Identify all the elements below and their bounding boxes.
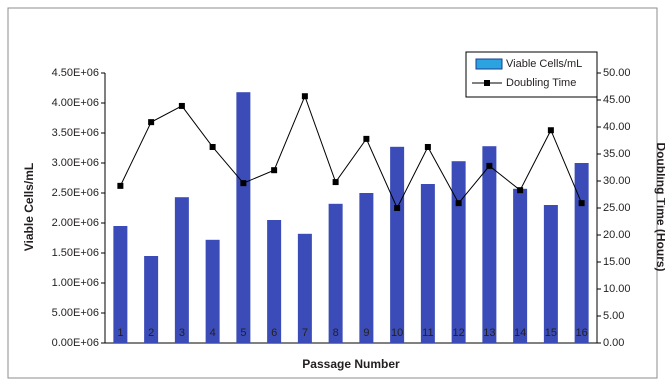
y2-tick-label: 25.00 xyxy=(603,202,631,214)
y2-tick-label: 45.00 xyxy=(603,94,631,106)
y-axis-title: Viable Cells/mL xyxy=(22,163,36,251)
legend-label: Doubling Time xyxy=(506,77,576,89)
line-marker xyxy=(486,162,493,169)
y-tick-label: 1.00E+06 xyxy=(52,277,99,289)
y2-tick-label: 35.00 xyxy=(603,148,631,160)
x-tick-label: 14 xyxy=(514,327,526,339)
y2-tick-label: 15.00 xyxy=(603,256,631,268)
bar xyxy=(420,184,435,343)
line-marker xyxy=(547,127,554,134)
bar xyxy=(359,193,374,343)
line-marker xyxy=(363,135,370,142)
x-tick-label: 16 xyxy=(576,327,588,339)
y-tick-label: 2.50E+06 xyxy=(52,187,99,199)
y-tick-label: 1.50E+06 xyxy=(52,247,99,259)
y2-tick-label: 50.00 xyxy=(603,67,631,79)
y2-tick-label: 10.00 xyxy=(603,283,631,295)
line-marker xyxy=(117,182,124,189)
bar xyxy=(574,163,589,343)
bar xyxy=(297,233,312,343)
x-tick-label: 5 xyxy=(240,327,246,339)
legend-marker xyxy=(484,80,490,86)
x-axis-title: Passage Number xyxy=(302,357,400,371)
line-marker xyxy=(271,167,278,174)
x-tick-label: 12 xyxy=(453,327,465,339)
bar xyxy=(205,239,220,343)
bar xyxy=(390,146,405,343)
x-tick-label: 6 xyxy=(271,327,277,339)
x-tick-label: 15 xyxy=(545,327,557,339)
line-marker xyxy=(240,180,247,187)
y-tick-label: 0.00E+06 xyxy=(52,337,99,349)
line xyxy=(119,94,583,210)
y2-tick-label: 0.00 xyxy=(603,337,624,349)
y2-axis-title: Doubling Time (Hours) xyxy=(654,142,665,271)
line-marker xyxy=(209,143,216,150)
x-tick-label: 13 xyxy=(483,327,495,339)
x-tick-label: 8 xyxy=(333,327,339,339)
x-tick-label: 1 xyxy=(117,327,123,339)
line-marker xyxy=(517,187,524,194)
x-tick-label: 11 xyxy=(422,327,433,339)
bar xyxy=(113,226,128,343)
bar xyxy=(513,188,528,343)
y-tick-label: 4.00E+06 xyxy=(52,97,99,109)
line-marker xyxy=(332,179,339,186)
y2-tick-label: 20.00 xyxy=(603,229,631,241)
line-marker xyxy=(178,102,185,109)
bar xyxy=(144,256,159,343)
line-marker xyxy=(394,205,401,211)
x-tick-label: 7 xyxy=(302,327,308,339)
y-tick-label: 3.00E+06 xyxy=(52,157,99,169)
bar xyxy=(543,205,558,343)
bar xyxy=(267,220,282,343)
y-tick-label: 4.50E+06 xyxy=(52,67,99,79)
x-tick-label: 9 xyxy=(363,327,369,339)
y-tick-label: 5.00E+06 xyxy=(52,307,99,319)
bar xyxy=(451,161,466,343)
x-tick-label: 10 xyxy=(391,327,403,339)
y2-tick-label: 30.00 xyxy=(603,175,631,187)
y2-tick-label: 40.00 xyxy=(603,121,631,133)
x-tick-label: 2 xyxy=(148,327,154,339)
line-marker xyxy=(455,200,462,207)
legend-label: Viable Cells/mL xyxy=(506,58,582,70)
bar xyxy=(174,197,189,343)
legend-swatch xyxy=(475,58,503,70)
line-marker xyxy=(148,119,155,126)
y-tick-label: 3.50E+06 xyxy=(52,127,99,139)
line-marker xyxy=(301,93,308,100)
x-tick-label: 4 xyxy=(210,327,216,339)
line-marker xyxy=(578,200,585,207)
x-tick-label: 3 xyxy=(179,327,185,339)
bar xyxy=(482,146,497,343)
bar xyxy=(236,92,251,343)
line-marker xyxy=(424,143,431,150)
bar xyxy=(328,203,343,343)
y2-tick-label: 5.00 xyxy=(603,310,624,322)
y-tick-label: 2.00E+06 xyxy=(52,217,99,229)
